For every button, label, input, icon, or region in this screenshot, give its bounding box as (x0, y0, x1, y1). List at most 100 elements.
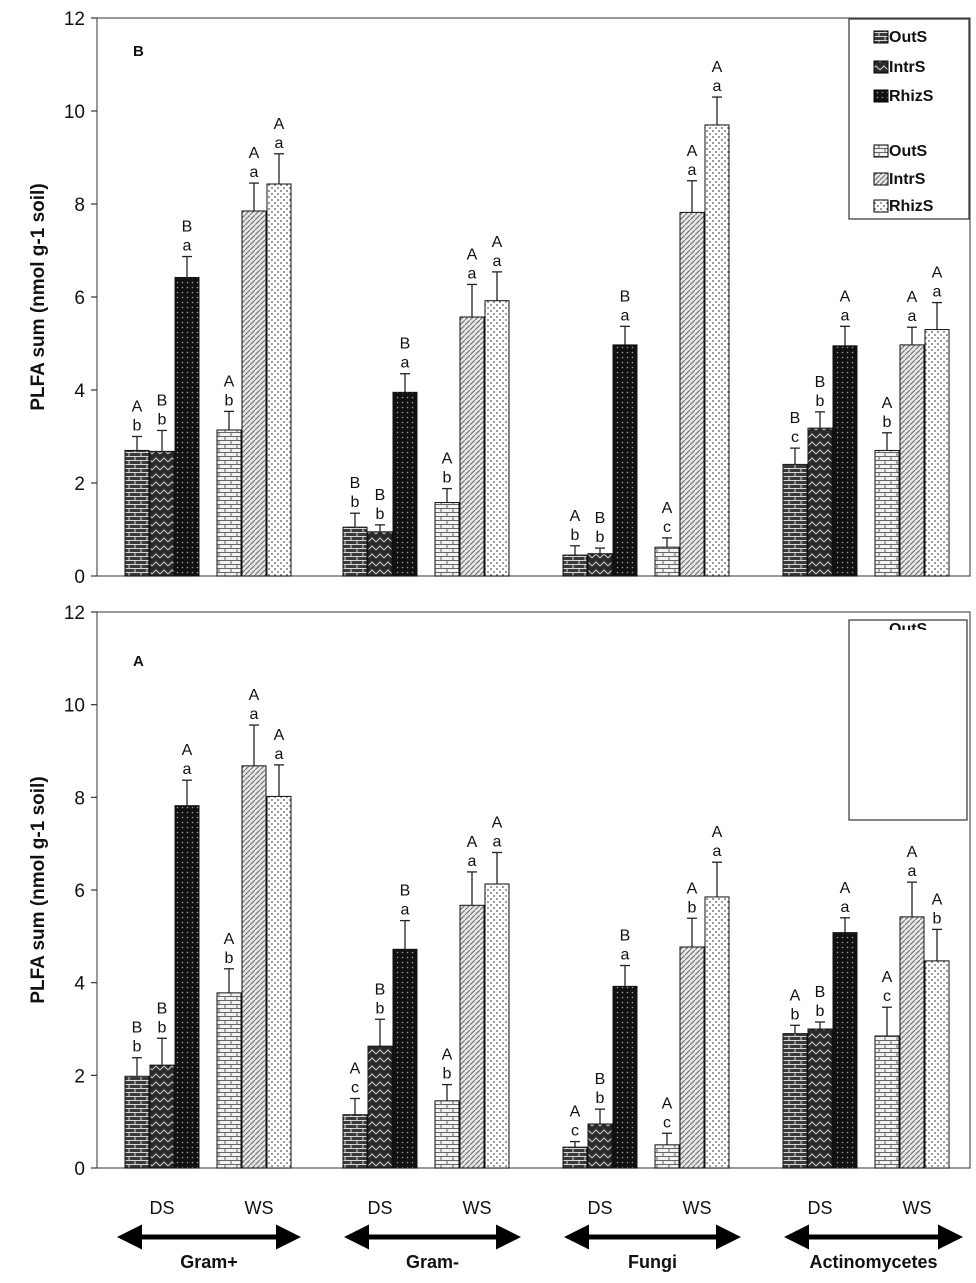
panel-a-bar-gram-ws-outs (434, 1100, 460, 1169)
x-axis: DS WS DS WS DS WS DS WS Gram+ Gram- Fungi Actinomyc… (117, 1198, 963, 1272)
panel-a-bar-gram-ds-intrs-letter-upper: B (375, 981, 386, 998)
panel-b-bar-fungi-ws-rhizs-letter-lower: a (713, 78, 722, 95)
panel-b-ytick-label: 0 (74, 567, 85, 588)
panel-b-bar-gram-ws-outs (434, 502, 460, 577)
panel-a-ytick-label: 0 (74, 1159, 85, 1180)
legend-label-intrs-ws: IntrS (889, 171, 926, 188)
panel-b-bar-actinomycetes-ws-rhizs-letter-upper: A (932, 265, 943, 282)
panel-a-bar-gram-ds-intrs-letter-lower: b (158, 1019, 167, 1036)
panel-b-y-axis-label: PLFA sum (nmol g-1 soil) (28, 183, 49, 410)
x-group-label-gram: Gram- (406, 1252, 459, 1272)
panel-b-bar-gram-ws-rhizs (484, 300, 510, 577)
panel-b-bar-gram-ds-intrs-letter-lower: b (158, 411, 167, 428)
panel-b-bar-actinomycetes-ds-intrs (807, 427, 833, 577)
panel-b-bar-gram-ws-intrs (459, 316, 485, 577)
legend-swatch-intrs-ds (873, 60, 889, 74)
panel-a-bar-fungi-ws-outs-letter-lower: c (663, 1114, 671, 1131)
panel-a-bar-actinomycetes-ws-outs-letter-upper: A (882, 969, 893, 986)
panel-b-bar-actinomycetes-ws-intrs-letter-upper: A (907, 289, 918, 306)
x-condition-label-5: WS (683, 1198, 712, 1218)
panel-b-bar-gram-ds-intrs-letter-upper: B (157, 392, 168, 409)
panel-a-bar-fungi-ws-intrs-letter-upper: A (687, 880, 698, 897)
panel-a-bar-actinomycetes-ws-intrs-letter-lower: a (908, 863, 917, 880)
x-group-label-gram: Gram+ (180, 1252, 238, 1272)
x-group-label-actinomycetes: Actinomycetes (809, 1252, 937, 1272)
panel-b-bar-fungi-ds-intrs (587, 553, 613, 577)
panel-a-bar-actinomycetes-ws-intrs-letter-upper: A (907, 844, 918, 861)
x-condition-label-3: WS (463, 1198, 492, 1218)
panel-b-bar-gram-ws-intrs (241, 210, 267, 577)
panel-b-bar-gram-ws-rhizs-letter-upper: A (492, 234, 503, 251)
panel-a-bar-gram-ds-intrs (367, 1045, 393, 1169)
panel-a-bar-fungi-ds-rhizs (612, 985, 638, 1169)
x-condition-label-4: DS (587, 1198, 612, 1218)
panel-b-bar-actinomycetes-ws-outs-letter-upper: A (882, 395, 893, 412)
panel-a-bar-gram-ws-outs-letter-lower: b (443, 1066, 452, 1083)
panel-a-bar-gram-ds-intrs-letter-lower: b (376, 1000, 385, 1017)
x-condition-label-7: WS (903, 1198, 932, 1218)
panel-a-bar-actinomycetes-ds-intrs (807, 1028, 833, 1169)
panel-b-bar-gram-ws-outs-letter-upper: A (224, 373, 235, 390)
panel-b-bar-gram-ws-intrs-letter-upper: A (467, 246, 478, 263)
panel-a-legend: OutS (848, 619, 968, 821)
panel-a-bar-gram-ws-rhizs (484, 883, 510, 1169)
panel-b-ytick-label: 10 (64, 102, 85, 123)
legend-swatch-rhizs-ds (873, 89, 889, 103)
panel-a-bar-gram-ds-outs-letter-upper: A (350, 1061, 361, 1078)
panel-a-bar-actinomycetes-ws-outs-letter-lower: c (883, 988, 891, 1005)
panel-b-bar-fungi-ds-rhizs-letter-upper: B (620, 288, 631, 305)
panel-a-bar-fungi-ws-rhizs (704, 896, 730, 1169)
panel-a-bar-gram-ws-intrs-letter-upper: A (249, 687, 260, 704)
panel-a-bar-gram-ds-outs (342, 1114, 368, 1169)
panel-b-bar-gram-ws-rhizs-letter-lower: a (275, 135, 284, 152)
panel-a-bar-gram-ws-intrs-letter-lower: a (250, 706, 259, 723)
panel-a-bar-fungi-ws-rhizs-letter-lower: a (713, 843, 722, 860)
panel-a-bar-fungi-ws-intrs (679, 946, 705, 1169)
panel-a-bar-gram-ws-outs (216, 992, 242, 1169)
panel-b-bar-actinomycetes-ds-outs (782, 463, 808, 577)
panel-b-bar-gram-ds-rhizs-letter-lower: a (183, 238, 192, 255)
panel-b-bar-actinomycetes-ws-outs-letter-lower: b (883, 414, 892, 431)
panel-b-bar-fungi-ws-outs (654, 546, 680, 577)
panel-a-bar-actinomycetes-ds-intrs-letter-lower: b (816, 1003, 825, 1020)
panel-b-bar-gram-ws-intrs-letter-lower: a (468, 265, 477, 282)
panel-a-bar-gram-ws-intrs (459, 904, 485, 1169)
panel-b-ytick-label: 4 (74, 381, 85, 402)
panel-a-legend-box (848, 619, 968, 821)
panel-b-bar-gram-ds-outs-letter-lower: b (133, 418, 142, 435)
panel-b-bar-gram-ds-rhizs (174, 276, 200, 577)
panel-b-bar-gram-ws-outs (216, 429, 242, 577)
panel-b-bar-gram-ws-outs-letter-upper: A (442, 451, 453, 468)
panel-a-bar-actinomycetes-ds-rhizs-letter-upper: A (840, 880, 851, 897)
panel-b-bar-gram-ds-intrs (149, 450, 175, 577)
legend-label-intrs-ds: IntrS (889, 59, 926, 76)
panel-a-bar-actinomycetes-ds-rhizs (832, 932, 858, 1169)
panel-b-bar-fungi-ws-rhizs-letter-upper: A (712, 59, 723, 76)
panel-a-ytick-label: 8 (74, 788, 85, 809)
panel-b-bar-gram-ws-outs-letter-lower: b (225, 392, 234, 409)
panel-b-ytick-label: 6 (74, 288, 85, 309)
panel-b-bar-gram-ds-outs (342, 526, 368, 577)
panel-a-bar-actinomycetes-ds-intrs-letter-upper: B (815, 984, 826, 1001)
panel-a-bar-fungi-ds-outs-letter-upper: A (570, 1104, 581, 1121)
panel-a-bar-gram-ds-intrs (149, 1064, 175, 1169)
panel-b-bar-gram-ws-outs-letter-lower: b (443, 470, 452, 487)
panel-b-bar-gram-ds-outs (124, 449, 150, 577)
panel-b-bar-gram-ds-intrs (367, 531, 393, 577)
panel-b-bar-gram-ds-rhizs-letter-lower: a (401, 355, 410, 372)
panel-a-bar-gram-ws-intrs-letter-lower: a (468, 853, 477, 870)
panel-b-bar-fungi-ds-rhizs-letter-lower: a (621, 307, 630, 324)
panel-a-bar-fungi-ds-rhizs-letter-lower: a (621, 947, 630, 964)
panel-a-bar-gram-ds-outs-letter-lower: c (351, 1080, 359, 1097)
panel-b-bar-actinomycetes-ds-outs-letter-lower: c (791, 429, 799, 446)
panel-b-bar-gram-ds-rhizs (392, 391, 418, 577)
panel-a-bar-gram-ds-rhizs (174, 805, 200, 1169)
panel-b-bar-fungi-ds-intrs-letter-upper: B (595, 510, 606, 527)
panel-a-ytick-label: 10 (64, 696, 85, 717)
panel-b-bar-gram-ws-rhizs (266, 183, 292, 577)
panel-a-bar-fungi-ds-outs-letter-lower: c (571, 1123, 579, 1140)
panel-b-bar-actinomycetes-ws-intrs-letter-lower: a (908, 308, 917, 325)
panel-a-bar-gram-ds-outs-letter-lower: b (133, 1039, 142, 1056)
panel-b-bar-actinomycetes-ws-rhizs-letter-lower: a (933, 284, 942, 301)
